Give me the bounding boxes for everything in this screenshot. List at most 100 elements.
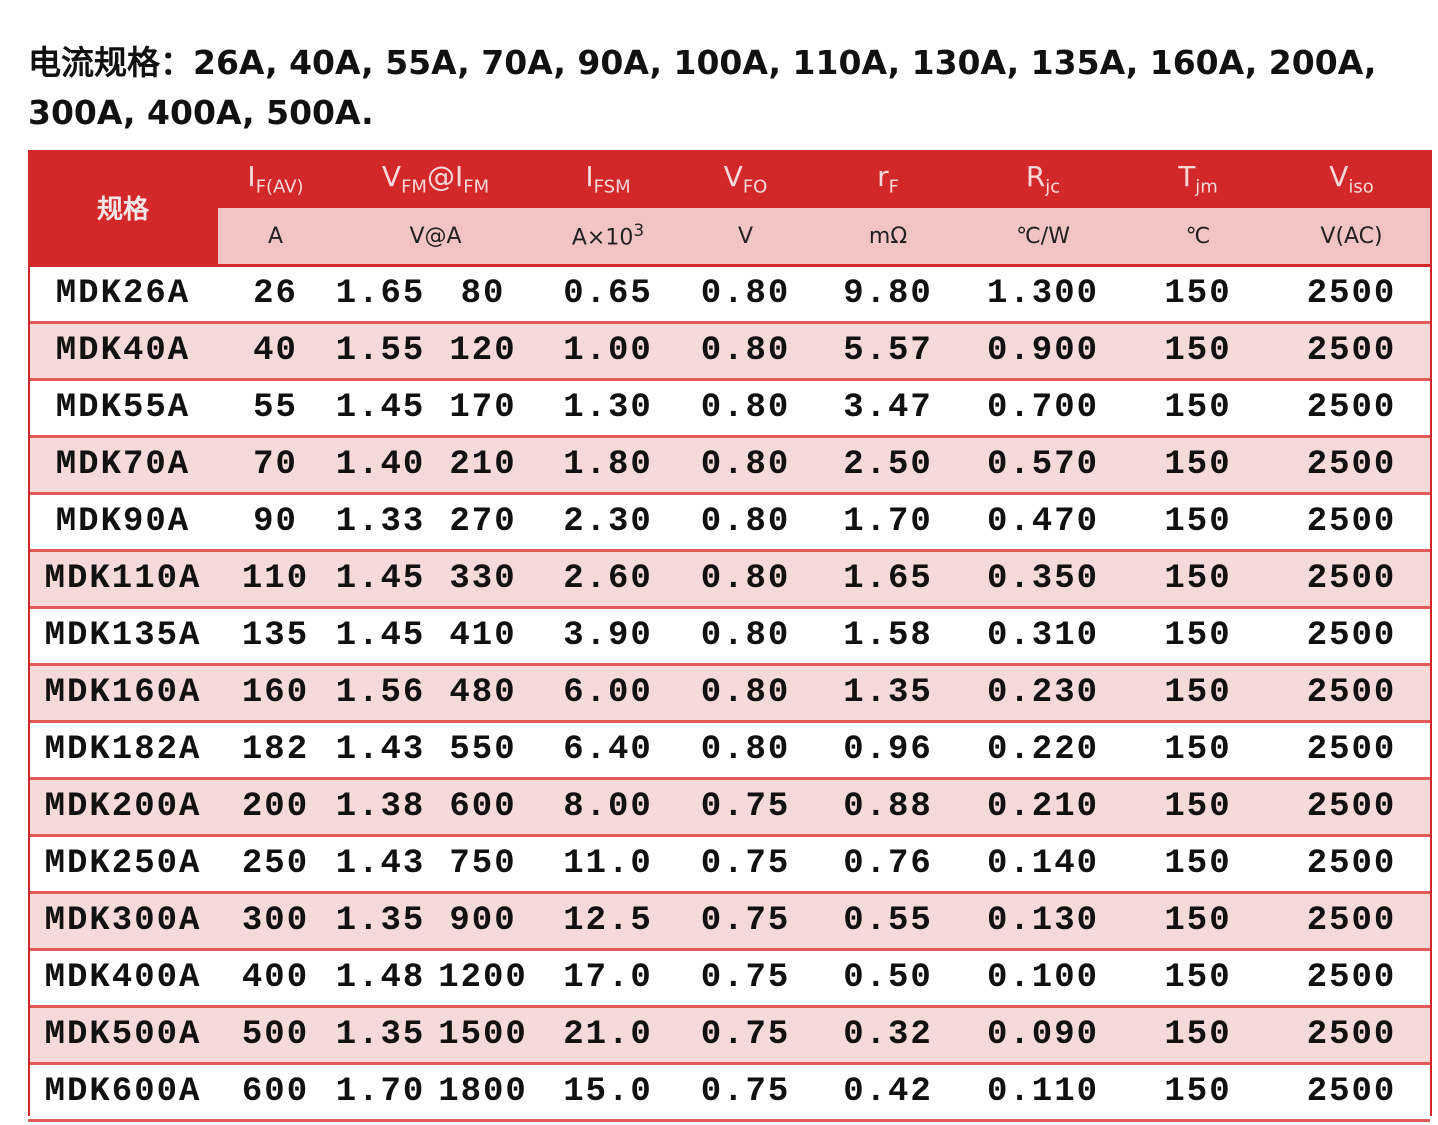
- value-cell: 150: [1123, 493, 1274, 552]
- data-row: MDK500A 500 1.35 1500 21.0 0.75 0.32 0.090 150 25…: [28, 1006, 1431, 1065]
- param-header: Viso: [1273, 150, 1431, 208]
- value-cell: 0.80: [678, 493, 814, 552]
- value-cell: 0.80: [678, 322, 814, 381]
- symbol-base: T: [1178, 160, 1196, 194]
- value-cell: 11.0: [538, 835, 679, 894]
- data-row: MDK70A 70 1.40 210 1.80 0.80 2.50 0.570 150 2500: [28, 436, 1431, 495]
- value-cell: 150: [1123, 664, 1274, 723]
- symbol: IF(AV): [247, 160, 303, 198]
- value-cell: 1.35: [813, 664, 964, 723]
- value-cell: 150: [1123, 436, 1274, 495]
- value-cell: 0.80: [678, 265, 814, 324]
- data-row: MDK300A 300 1.35 900 12.5 0.75 0.55 0.130 150 250…: [28, 892, 1431, 951]
- value-cell: 150: [1123, 265, 1274, 324]
- table-body: MDK26A 26 1.65 80 0.65 0.80 9.80 1.300 150 2500 MD…: [28, 265, 1431, 1122]
- value-cell: 17.0: [538, 949, 679, 1008]
- value-cell: 1.43: [333, 835, 428, 894]
- value-cell: 2500: [1273, 322, 1431, 381]
- value-cell: 1500: [428, 1006, 539, 1065]
- unit: ℃/W: [1016, 223, 1070, 249]
- value-cell: 0.32: [813, 1006, 964, 1065]
- value-cell: 150: [1123, 379, 1274, 438]
- value-cell: 150: [1123, 835, 1274, 894]
- value-cell: 500: [218, 1006, 333, 1065]
- data-row: MDK600A 600 1.70 1800 15.0 0.75 0.42 0.110 150 25…: [28, 1063, 1431, 1122]
- value-cell: 70: [218, 436, 333, 495]
- value-cell: 3.47: [813, 379, 964, 438]
- value-cell: 300: [218, 892, 333, 951]
- value-cell: 210: [428, 436, 539, 495]
- value-cell: 26: [218, 265, 333, 324]
- value-cell: 0.220: [963, 721, 1124, 780]
- value-cell: 0.76: [813, 835, 964, 894]
- data-row: MDK160A 160 1.56 480 6.00 0.80 1.35 0.230 150 250…: [28, 664, 1431, 723]
- value-cell: 0.470: [963, 493, 1124, 552]
- value-cell: 0.140: [963, 835, 1124, 894]
- value-cell: 270: [428, 493, 539, 552]
- value-cell: 0.88: [813, 778, 964, 837]
- symbol: @IFM: [427, 160, 489, 198]
- symbol-sub: F(AV): [255, 176, 304, 198]
- symbol-base: V: [1329, 160, 1349, 194]
- value-cell: 0.42: [813, 1063, 964, 1122]
- value-cell: 15.0: [538, 1063, 679, 1122]
- value-cell: 1.300: [963, 265, 1124, 324]
- unit-cell: ℃: [1123, 208, 1274, 267]
- param-header: IFSM: [538, 150, 679, 208]
- symbol-base: V: [723, 160, 743, 194]
- data-row: MDK200A 200 1.38 600 8.00 0.75 0.88 0.210 150 250…: [28, 778, 1431, 837]
- symbol: VFO: [723, 160, 768, 198]
- value-cell: 1.45: [333, 379, 428, 438]
- value-cell: 55: [218, 379, 333, 438]
- value-cell: 0.570: [963, 436, 1124, 495]
- value-cell: 150: [1123, 721, 1274, 780]
- param-header: VFM@IFM: [333, 150, 539, 208]
- model-cell: MDK70A: [28, 436, 218, 495]
- spec-table: 规格 IF(AV) VFM@IFM IFSM VFO rF Rjc Tjm Viso A V@A…: [28, 150, 1431, 1122]
- value-cell: 1.48: [333, 949, 428, 1008]
- value-cell: 400: [218, 949, 333, 1008]
- symbol-sub: FO: [742, 176, 768, 198]
- symbol-base: V: [381, 160, 402, 194]
- value-cell: 2500: [1273, 721, 1431, 780]
- model-cell: MDK600A: [28, 1063, 218, 1122]
- model-cell: MDK110A: [28, 550, 218, 609]
- symbol-sub: jm: [1195, 176, 1218, 198]
- unit-cell: V(AC): [1273, 208, 1431, 267]
- data-row: MDK250A 250 1.43 750 11.0 0.75 0.76 0.140 150 250…: [28, 835, 1431, 894]
- symbol: Viso: [1329, 160, 1374, 198]
- value-cell: 1.35: [333, 892, 428, 951]
- model-cell: MDK90A: [28, 493, 218, 552]
- unit-cell: V@A: [333, 208, 539, 267]
- value-cell: 2500: [1273, 949, 1431, 1008]
- data-row: MDK55A 55 1.45 170 1.30 0.80 3.47 0.700 150 2500: [28, 379, 1431, 438]
- value-cell: 1.80: [538, 436, 679, 495]
- value-cell: 0.110: [963, 1063, 1124, 1122]
- data-row: MDK26A 26 1.65 80 0.65 0.80 9.80 1.300 150 2500: [28, 265, 1431, 324]
- value-cell: 150: [1123, 322, 1274, 381]
- value-cell: 2500: [1273, 1006, 1431, 1065]
- model-cell: MDK26A: [28, 265, 218, 324]
- value-cell: 0.75: [678, 835, 814, 894]
- value-cell: 480: [428, 664, 539, 723]
- symbol-sub: FM: [401, 176, 427, 198]
- model-cell: MDK182A: [28, 721, 218, 780]
- model-cell: MDK500A: [28, 1006, 218, 1065]
- value-cell: 1.33: [333, 493, 428, 552]
- value-cell: 0.80: [678, 664, 814, 723]
- unit: mΩ: [868, 223, 908, 249]
- param-header: Tjm: [1123, 150, 1274, 208]
- value-cell: 6.00: [538, 664, 679, 723]
- value-cell: 1.70: [813, 493, 964, 552]
- value-cell: 0.55: [813, 892, 964, 951]
- value-cell: 90: [218, 493, 333, 552]
- value-cell: 0.80: [678, 607, 814, 666]
- value-cell: 2500: [1273, 664, 1431, 723]
- value-cell: 600: [218, 1063, 333, 1122]
- value-cell: 2.50: [813, 436, 964, 495]
- unit: V: [737, 223, 754, 249]
- value-cell: 0.75: [678, 1063, 814, 1122]
- symbol-sub: F: [888, 176, 899, 198]
- value-cell: 2500: [1273, 493, 1431, 552]
